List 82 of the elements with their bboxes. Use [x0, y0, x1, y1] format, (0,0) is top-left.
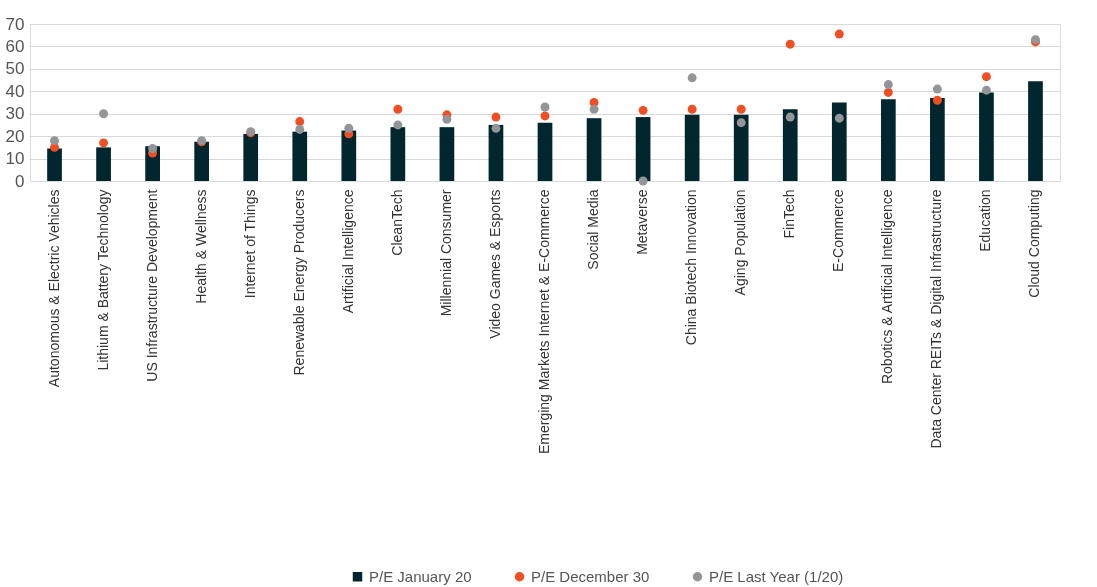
x-tick-label: Metaverse — [634, 189, 651, 255]
point — [638, 176, 648, 186]
x-tick-label: Aging Population — [732, 189, 749, 296]
y-tick-label: 30 — [5, 104, 25, 124]
bar — [47, 148, 62, 181]
point — [295, 124, 305, 134]
point — [148, 144, 158, 153]
x-tick-label: Autonomous & Electric Vehicles — [45, 189, 62, 388]
point — [883, 80, 893, 90]
bar — [292, 131, 308, 181]
x-tick-label: Video Games & Esports — [486, 189, 503, 339]
point — [687, 104, 697, 114]
x-tick-label: Social Media — [585, 189, 602, 270]
point — [99, 138, 109, 148]
y-tick-label: 40 — [5, 81, 25, 101]
bar — [194, 141, 210, 181]
x-tick-label: Education — [977, 189, 994, 252]
point — [785, 39, 795, 49]
point — [442, 114, 452, 124]
bar — [1028, 81, 1043, 181]
x-tick-label: Cloud Computing — [1026, 189, 1043, 298]
bar — [684, 114, 700, 181]
point — [834, 29, 844, 39]
bar — [635, 117, 651, 181]
point — [50, 136, 59, 146]
bar — [733, 114, 749, 181]
y-tick-label: 0 — [15, 171, 25, 191]
bar — [537, 122, 553, 181]
point — [540, 111, 550, 121]
bar — [439, 127, 455, 181]
y-tick-label: 70 — [5, 14, 25, 34]
y-tick-label: 10 — [5, 149, 25, 169]
x-tick-label: Artificial Intelligence — [339, 189, 356, 314]
point — [589, 104, 599, 114]
point — [736, 118, 746, 128]
y-tick-label: 50 — [5, 59, 25, 79]
bar — [586, 118, 602, 181]
x-tick-label: Data Center REITs & Digital Infrastructure — [928, 189, 945, 449]
x-tick-label: E-Commerce — [830, 189, 847, 272]
point — [736, 104, 746, 114]
point — [638, 105, 648, 115]
bar — [880, 99, 896, 181]
point — [932, 95, 942, 105]
point — [393, 120, 403, 130]
legend-label: P/E Last Year (1/20) — [709, 567, 844, 585]
point — [491, 112, 501, 122]
point — [344, 123, 354, 133]
y-tick-label: 20 — [5, 126, 25, 146]
point — [540, 102, 550, 112]
x-tick-label: FinTech — [781, 189, 798, 239]
bar — [243, 133, 259, 181]
bar — [930, 98, 945, 181]
x-tick-label: Renewable Energy Producers — [290, 189, 307, 376]
legend-label: P/E December 30 — [531, 567, 650, 585]
y-tick-label: 60 — [5, 36, 25, 56]
bar — [390, 127, 406, 181]
point — [981, 85, 991, 95]
point — [295, 117, 305, 127]
x-tick-label: China Biotech Innovation — [683, 189, 700, 346]
point — [393, 104, 403, 114]
x-tick-label: Internet of Things — [241, 189, 258, 299]
point — [687, 73, 697, 83]
x-tick-label: Emerging Markets Internet & E-Commerce — [536, 189, 552, 455]
point — [491, 123, 501, 133]
bar — [782, 109, 798, 181]
x-tick-label: Millennial Consumer — [437, 189, 454, 317]
point — [834, 113, 844, 123]
x-tick-label: Health & Wellness — [192, 189, 209, 304]
x-tick-label: Lithium & Battery Technology — [94, 189, 111, 371]
bar — [96, 147, 111, 181]
bar — [979, 92, 994, 181]
bar — [341, 130, 357, 181]
point — [932, 84, 942, 94]
point — [883, 87, 893, 97]
x-tick-label: US Infrastructure Development — [143, 189, 160, 382]
x-tick-label: CleanTech — [388, 189, 405, 256]
legend-label: P/E January 20 — [369, 567, 472, 585]
point — [99, 109, 109, 119]
x-tick-label: Robotics & Artificial Intelligence — [879, 189, 896, 385]
point — [981, 72, 991, 82]
point — [785, 112, 795, 122]
bar — [831, 102, 847, 181]
